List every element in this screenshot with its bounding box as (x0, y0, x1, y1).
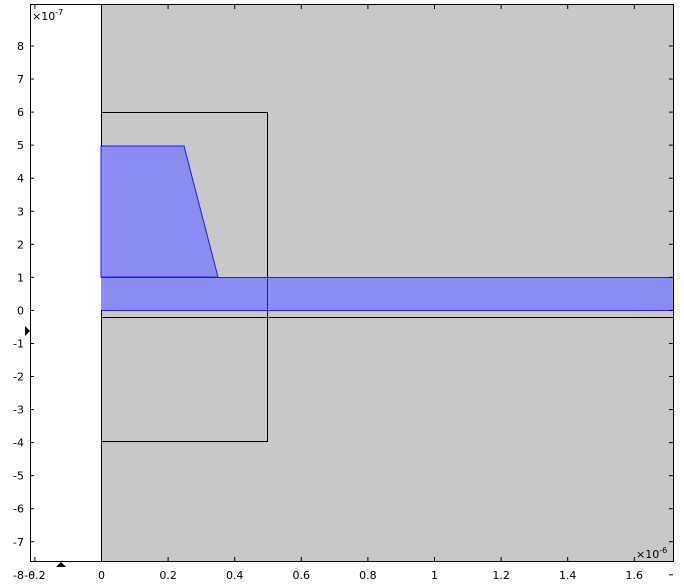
x-axis-exponent: ×10-6 (636, 546, 667, 561)
x-tick-label: 1.2 (492, 569, 510, 582)
x-tick-label: 1 (431, 569, 438, 582)
x-tick-label: 0.6 (293, 569, 311, 582)
y-tick-label: 7 (17, 73, 24, 86)
x-tick-label: 0.4 (226, 569, 244, 582)
y-tick-label: 2 (17, 238, 24, 251)
y-tick-label: -1 (13, 337, 24, 350)
y-tick-label: -4 (13, 437, 24, 450)
marker-triangle-icon[interactable] (25, 326, 30, 336)
y-tick-label: -2 (13, 371, 24, 384)
y-tick-label: 6 (17, 106, 24, 119)
y-axis: 8 7 6 5 4 3 2 1 0 -1 -2 -3 -4 -5 -6 -7 -8 (13, 40, 673, 582)
y-tick-label: -6 (13, 503, 24, 516)
x-tick-label: 0 (98, 569, 105, 582)
y-tick-label: -7 (13, 536, 24, 549)
y-tick-label: -5 (13, 470, 24, 483)
y-tick-label: 0 (17, 304, 24, 317)
y-tick-label: 1 (17, 271, 24, 284)
x-tick-label: 1.4 (559, 569, 577, 582)
y-tick-label: -8 (13, 569, 24, 582)
y-axis-exponent: ×10-7 (32, 8, 63, 23)
x-axis: -0.2 0 0.2 0.4 0.6 0.8 1 1.2 1.4 1.6 (24, 5, 643, 582)
x-tick-label: 0.8 (359, 569, 377, 582)
marker-triangle-icon[interactable] (56, 562, 66, 567)
waveguide-selection[interactable] (101, 277, 673, 310)
y-tick-label: 3 (17, 205, 24, 218)
y-tick-label: 8 (17, 40, 24, 53)
y-tick-label: -3 (13, 404, 24, 417)
x-tick-label: -0.2 (24, 569, 45, 582)
x-tick-label: 0.2 (159, 569, 177, 582)
plot-frame-border (30, 4, 674, 562)
y-tick-label: 4 (17, 172, 24, 185)
x-tick-label: 1.6 (626, 569, 644, 582)
y-tick-label: 5 (17, 139, 24, 152)
